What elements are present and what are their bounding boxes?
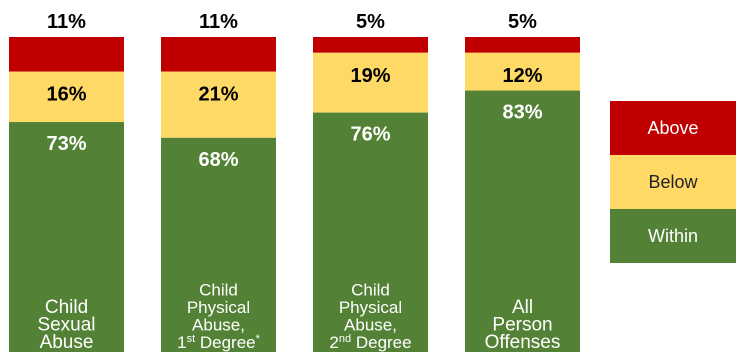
bar-above-2 [313, 37, 428, 53]
data-label-above-2: 5% [356, 11, 385, 33]
bar-within-1 [161, 137, 276, 352]
category-label-0-1: Sexual [37, 315, 95, 336]
data-label-within-3: 83% [502, 102, 542, 124]
category-label-2-2: Abuse, [344, 316, 397, 335]
bar-below-2 [313, 52, 428, 113]
legend-label-above: Above [647, 117, 699, 138]
data-label-above-0: 11% [47, 11, 86, 33]
data-label-below-2: 19% [350, 65, 390, 87]
bar-above-1 [161, 37, 276, 72]
data-label-below-1: 21% [198, 84, 238, 106]
bar-above-3 [465, 37, 580, 53]
legend-item-below: Below [610, 155, 736, 209]
data-label-below-0: 16% [46, 84, 86, 106]
legend-label-within: Within [647, 225, 698, 246]
stacked-bar-chart: 11%16%73%ChildSexualAbuse11%21%68%ChildP… [9, 11, 580, 353]
category-label-3-1: Person [492, 315, 552, 336]
bar-within-0 [9, 122, 124, 352]
category-label-0-0: Child [45, 297, 88, 318]
chart-legend: Above Below Within [610, 101, 736, 263]
category-label-2-3: 2nd Degree [329, 333, 411, 352]
category-label-1-0: Child [199, 281, 238, 300]
data-label-within-1: 68% [198, 149, 238, 171]
category-label-2-1: Physical [339, 298, 402, 317]
category-label-2-0: Child [351, 281, 390, 300]
data-label-below-3: 12% [502, 65, 542, 87]
bar-within-3 [465, 90, 580, 353]
data-label-above-1: 11% [199, 11, 238, 33]
bar-above-0 [9, 37, 124, 72]
category-label-1-3: 1st Degree* [177, 333, 261, 352]
data-label-above-3: 5% [508, 11, 537, 33]
category-label-1-1: Physical [187, 298, 250, 317]
category-label-0-2: Abuse [40, 332, 94, 353]
legend-item-above: Above [610, 101, 736, 155]
category-label-1-2: Abuse, [192, 316, 245, 335]
bar-within-2 [313, 112, 428, 352]
data-label-within-0: 73% [46, 133, 86, 155]
data-label-within-2: 76% [350, 124, 390, 146]
bar-below-0 [9, 71, 124, 123]
legend-item-within: Within [610, 209, 736, 263]
bar-below-1 [161, 71, 276, 138]
category-label-3-0: All [512, 297, 533, 318]
category-label-3-2: Offenses [485, 332, 561, 353]
bar-below-3 [465, 52, 580, 91]
legend-label-below: Below [648, 171, 698, 192]
